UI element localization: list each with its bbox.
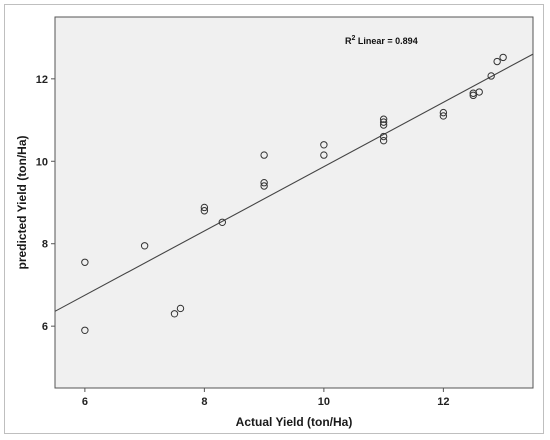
data-point	[260, 151, 268, 159]
data-point	[379, 115, 388, 123]
x-tick-label: 8	[201, 396, 207, 408]
data-point	[218, 218, 227, 226]
data-point	[487, 72, 495, 80]
data-point	[379, 121, 388, 129]
y-tick-label: 8	[42, 239, 48, 251]
data-point	[379, 118, 388, 126]
x-axis-title: Actual Yield (ton/Ha)	[236, 415, 353, 429]
data-point	[260, 182, 268, 190]
r-squared-value: Linear = 0.894	[355, 36, 417, 46]
data-point	[176, 304, 185, 313]
y-tick-label: 10	[36, 156, 48, 168]
data-point	[81, 258, 89, 266]
x-tick-label: 12	[437, 396, 449, 408]
data-point	[439, 108, 448, 117]
r-squared-annotation: R2 Linear = 0.894	[345, 35, 418, 46]
r-squared-superscript: 2	[352, 35, 356, 42]
data-point	[81, 326, 89, 334]
data-point	[439, 112, 448, 120]
data-point	[469, 91, 477, 100]
x-tick-label: 10	[318, 396, 330, 408]
data-point	[493, 57, 501, 66]
y-tick-label: 12	[36, 74, 48, 86]
data-point	[200, 203, 209, 212]
data-point	[499, 53, 507, 62]
y-tick-label: 6	[42, 321, 48, 333]
data-point	[320, 151, 328, 159]
data-point	[379, 136, 388, 145]
x-tick-label: 6	[82, 396, 88, 408]
data-point	[200, 207, 209, 215]
data-point	[379, 132, 388, 141]
r-squared-prefix: R	[345, 36, 352, 46]
plot-area	[54, 16, 534, 389]
data-point	[140, 242, 149, 250]
data-point	[260, 179, 268, 187]
data-point	[475, 88, 483, 96]
data-point	[320, 141, 328, 149]
y-axis-title: predicted Yield (ton/Ha)	[15, 135, 29, 269]
data-point	[170, 310, 179, 318]
linear-fit-line	[54, 53, 534, 312]
